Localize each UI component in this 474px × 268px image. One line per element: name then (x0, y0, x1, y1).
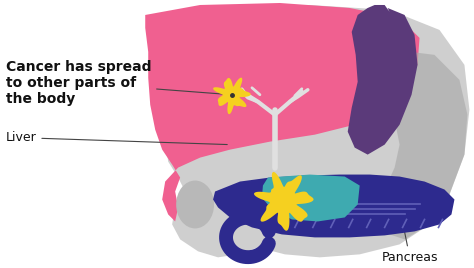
Polygon shape (378, 5, 383, 12)
Polygon shape (348, 5, 418, 155)
Polygon shape (145, 3, 419, 221)
Text: Liver: Liver (6, 131, 227, 144)
Polygon shape (254, 172, 313, 231)
Text: Pancreas: Pancreas (382, 210, 438, 264)
Ellipse shape (176, 181, 214, 228)
Polygon shape (165, 5, 469, 257)
Text: Cancer has spread
to other parts of
the body: Cancer has spread to other parts of the … (6, 60, 229, 106)
Polygon shape (380, 50, 467, 239)
Polygon shape (213, 78, 251, 114)
Polygon shape (262, 174, 360, 221)
Polygon shape (213, 174, 455, 237)
